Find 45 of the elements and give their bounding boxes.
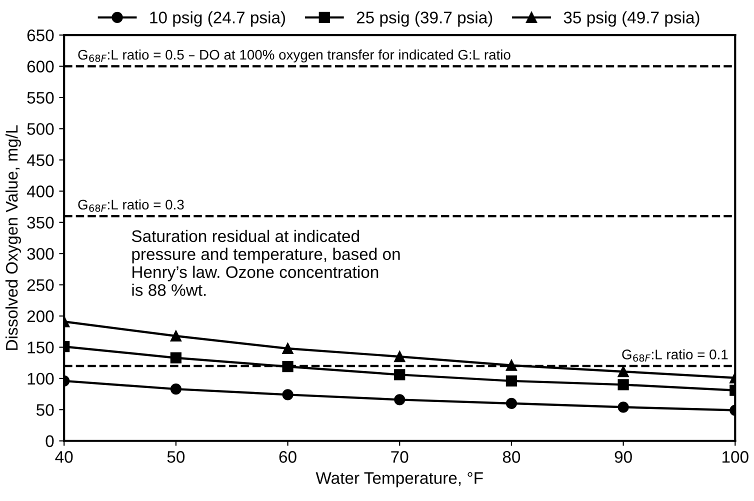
point [618,366,629,378]
x-axis-title: Water Temperature, °F [316,472,483,488]
y-tick-label: 350 [27,216,54,229]
point [282,389,294,400]
legend-label: 10 psig (24.7 psia) [150,11,286,27]
point [394,351,406,362]
y-tick-label: 600 [27,60,54,72]
point [170,330,182,342]
x-tick-label: 60 [279,451,296,463]
y-tick-label: 500 [27,123,54,135]
y-axis-title: Dissolved Oxygen Value, mg/L [5,125,22,350]
point [618,379,629,390]
y-tick-label: 650 [27,29,54,42]
point [282,342,294,354]
y-tick-label: 450 [26,154,54,166]
x-tick-label: 70 [391,451,408,463]
y-tick-label: 550 [27,92,54,104]
annotation: G$_{68F}$:L ratio = 0.3 [78,199,184,212]
point [506,398,518,409]
y-tick-label: 50 [36,404,54,416]
y-tick-label: 100 [28,372,54,385]
point [394,369,406,380]
y-tick-label: 250 [27,279,54,291]
annotation: Saturation residual at indicated pressure and temperature, based on Henry’s law. Ozone concentration is 88 %wt. [132,230,400,296]
point [170,384,182,395]
x-tick-label: 50 [167,451,185,463]
point [170,352,182,364]
annotation: G$_{68F}$:L ratio = 0.5 – DO at 100% oxygen transfer for indicated G:L ratio [78,49,510,62]
legend-label: 35 psig (49.7 psia) [564,11,700,27]
y-tick-label: 200 [27,310,54,322]
point [506,375,518,386]
y-tick-label: 400 [26,186,54,198]
point [618,402,629,413]
x-tick-label: 80 [502,451,520,463]
point [394,394,406,406]
y-tick-label: 0 [46,435,54,448]
legend-label: 25 psig (39.7 psia) [356,11,492,27]
y-tick-label: 150 [28,342,54,354]
point [506,360,518,371]
y-tick-label: 300 [27,248,54,260]
x-tick-label: 40 [55,451,73,463]
x-tick-label: 90 [614,451,632,463]
point [282,361,294,372]
annotation: G$_{68F}$:L ratio = 0.1 [622,349,728,362]
x-tick-label: 100 [722,451,748,463]
